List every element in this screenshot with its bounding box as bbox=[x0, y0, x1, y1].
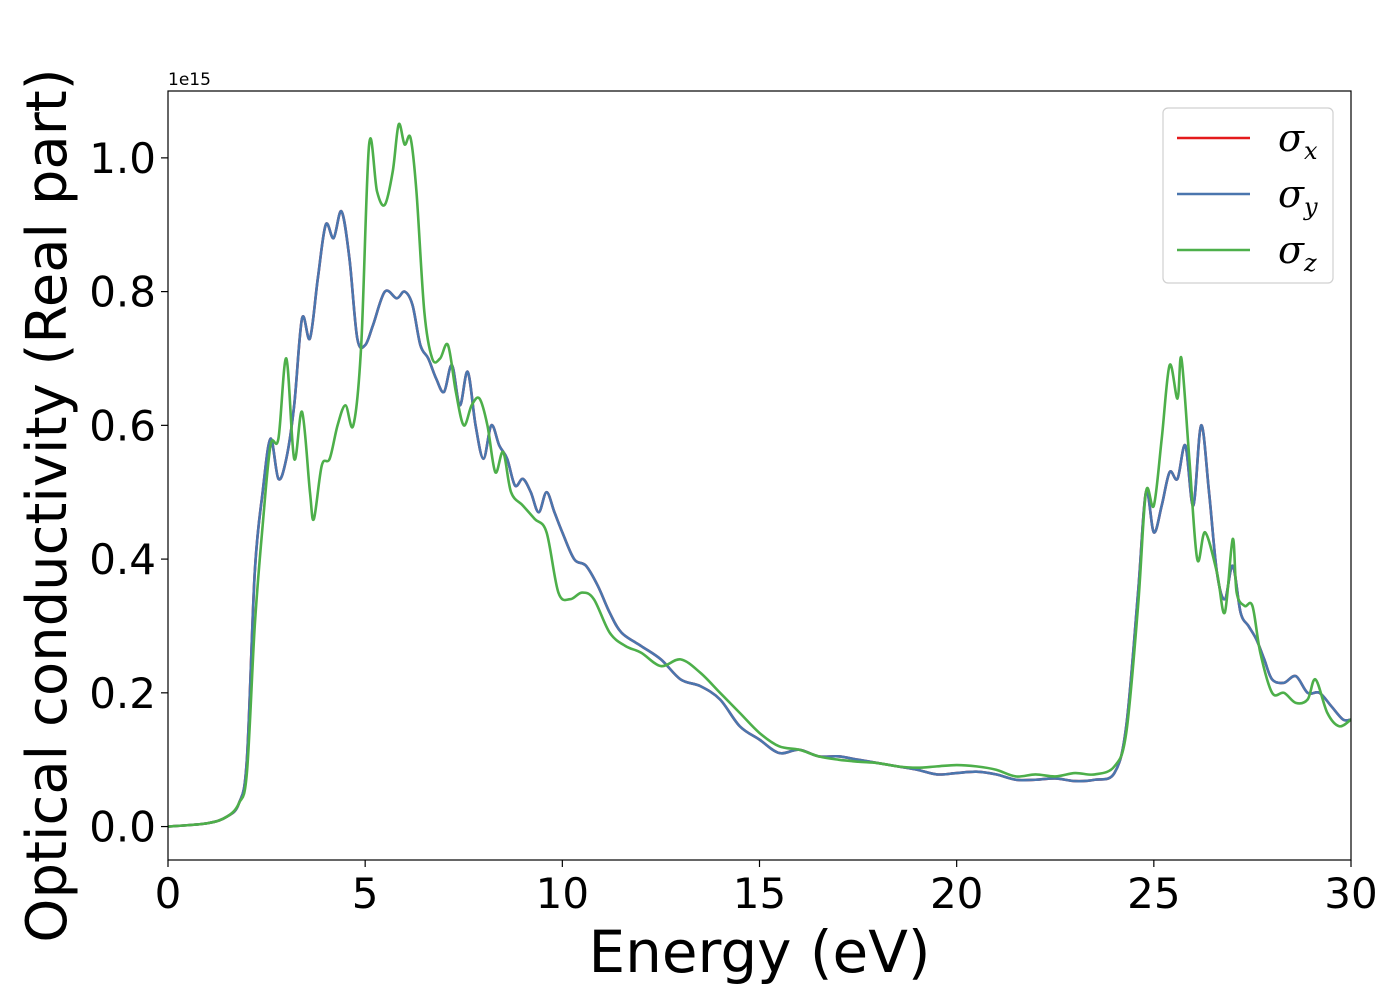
ticks-layer: 0 5 10 15 20 25 30 0.0 0.2 0.4 0.6 0.8 1.0 bbox=[89, 134, 1378, 918]
x-tick-label: 20 bbox=[930, 869, 983, 918]
y-tick-label: 0.8 bbox=[89, 268, 156, 317]
legend-label-x: σx bbox=[1278, 116, 1318, 165]
legend-label-z: σz bbox=[1278, 228, 1317, 277]
series-layer bbox=[168, 122, 1351, 828]
series-line-z bbox=[168, 122, 1351, 828]
legend-box bbox=[1162, 107, 1334, 284]
legend: σx σy σz bbox=[1162, 107, 1334, 284]
y-tick-label: 1.0 bbox=[89, 134, 156, 183]
series-line-y bbox=[168, 210, 1351, 828]
x-axis-label: Energy (eV) bbox=[588, 918, 930, 986]
x-tick-label: 5 bbox=[352, 869, 379, 918]
y-tick-label: 0.2 bbox=[89, 669, 156, 718]
y-offset-label: 1e15 bbox=[168, 70, 211, 90]
y-tick-label: 0.0 bbox=[89, 803, 156, 852]
y-tick-label: 0.4 bbox=[89, 535, 156, 584]
x-tick-label: 10 bbox=[536, 869, 589, 918]
legend-label-y: σy bbox=[1278, 172, 1318, 221]
x-tick-label: 25 bbox=[1127, 869, 1180, 918]
y-axis-label: Optical conductivity (Real part) bbox=[15, 68, 80, 942]
x-tick-label: 0 bbox=[155, 869, 182, 918]
x-tick-label: 30 bbox=[1324, 869, 1377, 918]
y-tick-label: 0.6 bbox=[89, 401, 156, 450]
x-tick-label: 15 bbox=[733, 869, 786, 918]
